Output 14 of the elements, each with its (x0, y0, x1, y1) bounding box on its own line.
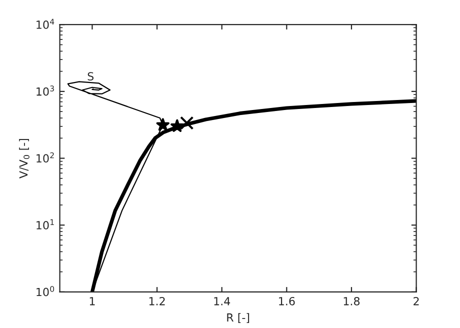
y-tick-label: 10$^{3}$ (36, 86, 54, 96)
annotation: S (88, 72, 94, 81)
y-axis-title: V/V$_{0}$ [-] (19, 138, 30, 178)
x-tick-label: 1.2 (149, 296, 165, 306)
x-tick-label: 2 (414, 296, 419, 306)
x-tick-label: 1 (90, 297, 95, 306)
x-axis-title: R [-] (227, 313, 250, 323)
y-tick-label: 10$^{1}$ (36, 219, 54, 230)
x-tick-label: 1.4 (214, 297, 230, 306)
y-tick-label: 10$^{4}$ (36, 18, 54, 29)
y-tick-label: 10$^{0}$ (36, 286, 54, 296)
y-tick-label: 10$^{2}$ (36, 152, 54, 163)
x-tick-label: 1.8 (344, 296, 360, 306)
x-tick-label: 1.6 (279, 296, 295, 306)
